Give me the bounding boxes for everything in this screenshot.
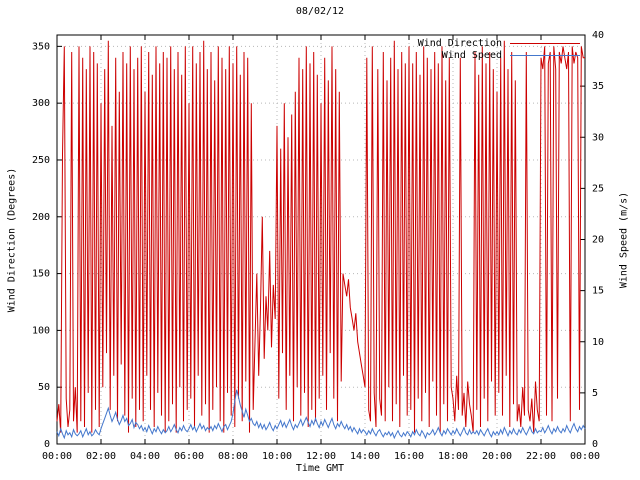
y-left-tick-label: 250 bbox=[32, 155, 50, 166]
y-right-tick-label: 25 bbox=[592, 183, 604, 194]
legend-item-wind-direction: Wind Direction bbox=[360, 37, 580, 49]
y-right-tick-label: 35 bbox=[592, 81, 604, 92]
y-left-tick-label: 150 bbox=[32, 269, 50, 280]
y-axis-label-right: Wind Speed (m/s) bbox=[618, 191, 630, 289]
x-tick-label: 14:00 bbox=[350, 451, 380, 462]
series-wind-direction bbox=[56, 40, 585, 433]
y-right-tick-label: 15 bbox=[592, 286, 604, 297]
legend-line-sample-wind-direction bbox=[510, 42, 580, 44]
y-right-tick-label: 0 bbox=[592, 439, 598, 450]
y-left-tick-label: 50 bbox=[38, 382, 50, 393]
x-tick-label: 04:00 bbox=[130, 451, 160, 462]
x-tick-label: 12:00 bbox=[306, 451, 336, 462]
legend-line-sample-wind-speed bbox=[510, 54, 580, 56]
y-left-tick-label: 100 bbox=[32, 325, 50, 336]
y-right-tick-label: 20 bbox=[592, 235, 604, 246]
chart-title: 08/02/12 bbox=[295, 6, 345, 17]
x-tick-label: 16:00 bbox=[394, 451, 424, 462]
legend-item-wind-speed: Wind Speed bbox=[360, 49, 580, 61]
x-tick-label: 10:00 bbox=[262, 451, 292, 462]
series-wind-speed bbox=[56, 389, 586, 440]
legend-label-wind-direction: Wind Direction bbox=[417, 37, 502, 49]
x-tick-label: 18:00 bbox=[438, 451, 468, 462]
legend: Wind Direction Wind Speed bbox=[360, 37, 580, 61]
x-tick-label: 00:00 bbox=[570, 451, 600, 462]
y-right-tick-label: 10 bbox=[592, 337, 604, 348]
y-right-tick-label: 5 bbox=[592, 388, 598, 399]
x-tick-label: 06:00 bbox=[174, 451, 204, 462]
x-axis-label: Time GMT bbox=[295, 463, 345, 474]
y-left-tick-label: 350 bbox=[32, 41, 50, 52]
x-tick-label: 08:00 bbox=[218, 451, 248, 462]
y-axis-label-left: Wind Direction (Degrees) bbox=[6, 167, 18, 313]
x-tick-label: 00:00 bbox=[42, 451, 72, 462]
y-right-tick-label: 40 bbox=[592, 30, 604, 41]
y-left-tick-label: 200 bbox=[32, 212, 50, 223]
y-left-tick-label: 300 bbox=[32, 98, 50, 109]
x-tick-label: 02:00 bbox=[86, 451, 116, 462]
x-tick-label: 22:00 bbox=[526, 451, 556, 462]
y-left-tick-label: 0 bbox=[44, 439, 50, 450]
legend-label-wind-speed: Wind Speed bbox=[441, 49, 502, 61]
y-right-tick-label: 30 bbox=[592, 132, 604, 143]
x-tick-label: 20:00 bbox=[482, 451, 512, 462]
